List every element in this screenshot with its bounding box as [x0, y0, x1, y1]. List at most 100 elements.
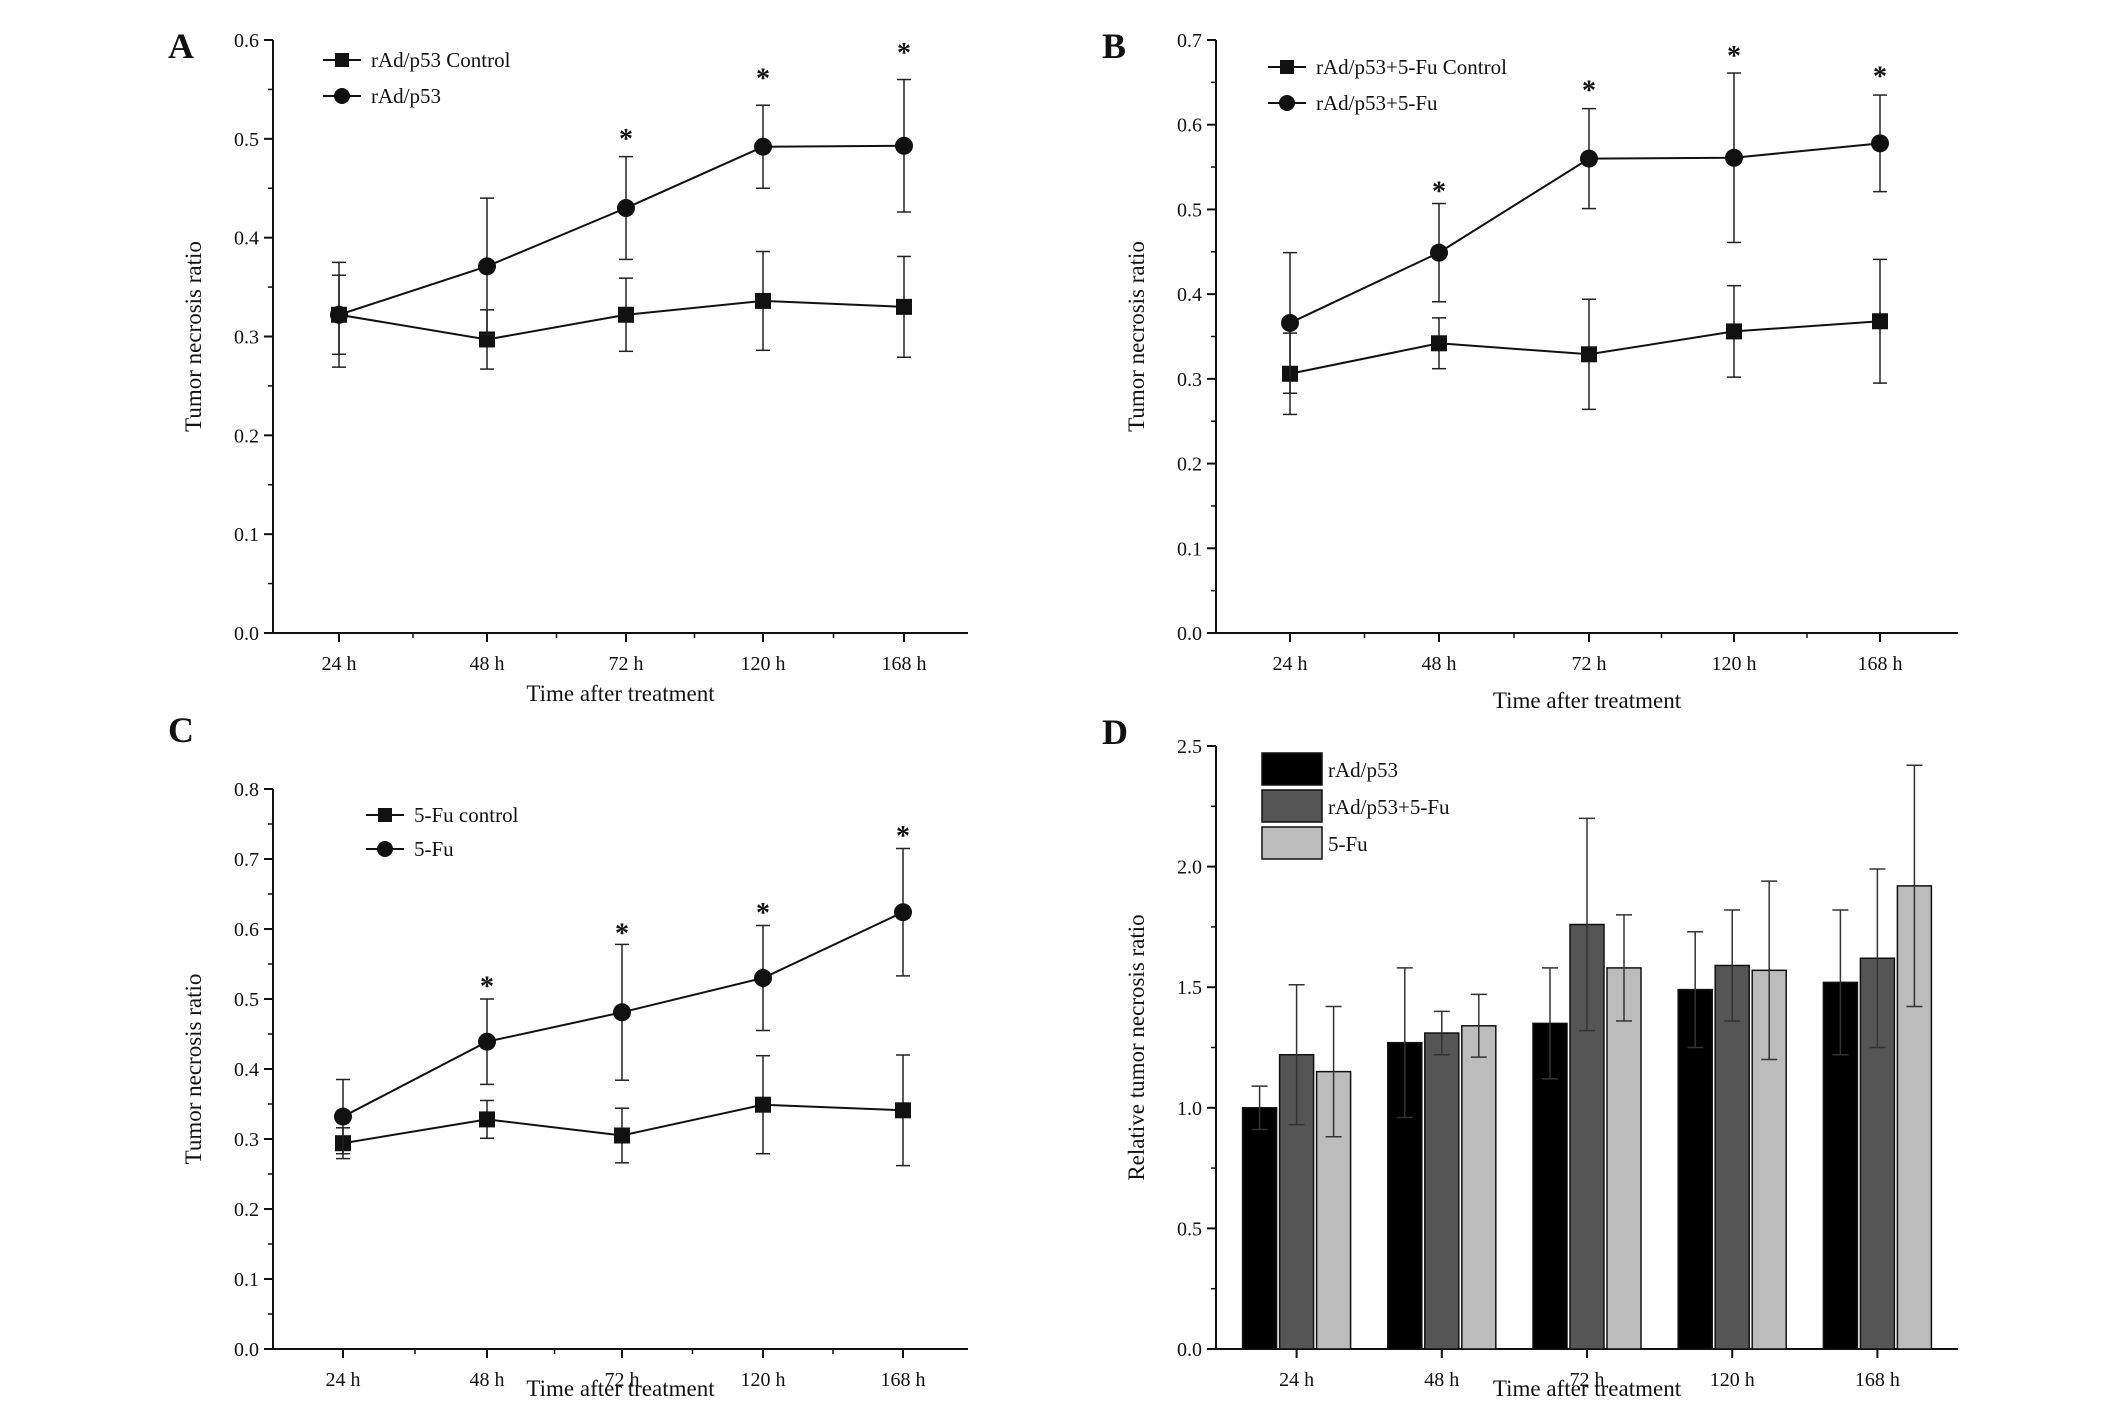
y-tick-label: 0.6	[234, 919, 259, 941]
series-1	[330, 78, 913, 368]
y-tick-label: 0.5	[234, 989, 259, 1011]
y-tick-label: 0.7	[234, 849, 259, 871]
data-point-circle	[1430, 243, 1448, 262]
legend: rAd/p53 rAd/p53+5-Fu 5-Fu	[1261, 752, 1450, 860]
x-tick-label: 120 h	[741, 653, 786, 675]
y-tick-label: 0.5	[1177, 199, 1202, 221]
data-point-circle	[754, 137, 772, 156]
legend: 5-Fu control 5-Fu	[366, 803, 519, 861]
data-point-square	[479, 1111, 495, 1128]
legend-swatch	[1261, 752, 1323, 786]
data-point-circle	[617, 199, 635, 218]
x-tick-label: 120 h	[1712, 653, 1757, 675]
series-line	[338, 144, 905, 316]
data-point-square	[895, 1102, 911, 1119]
data-point-circle	[478, 1032, 496, 1051]
data-point-square	[614, 1127, 630, 1144]
x-tick-label: 24 h	[1273, 653, 1308, 675]
panel-letter-c: C	[168, 710, 194, 750]
legend: rAd/p53+5-Fu Control rAd/p53+5-Fu	[1268, 55, 1507, 115]
y-tick-label: 0.7	[1177, 30, 1202, 52]
x-tick-label: 168 h	[881, 1369, 926, 1391]
y-tick-label: 0.6	[234, 30, 259, 52]
bar	[1241, 1107, 1278, 1350]
legend-marker-circle	[377, 841, 393, 857]
x-axis-title: Time after treatment	[1493, 688, 1682, 713]
x-tick-label: 72 h	[1570, 1369, 1605, 1391]
x-tick-label: 48 h	[470, 1369, 505, 1391]
data-point-circle	[895, 136, 913, 155]
data-point-circle	[330, 305, 348, 324]
y-axis-title: Tumor necrosis ratio	[1124, 241, 1149, 432]
y-tick-label: 1.0	[1177, 1098, 1202, 1120]
x-tick-label: 48 h	[1422, 653, 1457, 675]
data-point-circle	[334, 1107, 352, 1126]
y-tick-label: 0.2	[1177, 454, 1202, 476]
series-1	[334, 847, 912, 1155]
bar-series-2	[1315, 764, 1933, 1350]
data-point-square	[479, 331, 495, 348]
panel-c-chart: 0.0 0.1 0.2 0.3 0.4 0.5 0.6 0.7 0.8 Tumor necrosi…	[181, 779, 968, 1401]
y-tick-label: 0.2	[234, 1199, 259, 1221]
legend-swatch	[1261, 826, 1323, 860]
x-tick-label: 120 h	[1710, 1369, 1755, 1391]
panel-b-chart: 0.0 0.1 0.2 0.3 0.4 0.5 0.6 0.7 Tumor necrosis r…	[1124, 30, 1958, 713]
panel-letter-b: B	[1102, 26, 1126, 66]
significance-star: *	[1727, 41, 1741, 72]
y-tick-label: 0.5	[234, 129, 259, 151]
significance-star: *	[619, 124, 633, 155]
series-line	[1289, 142, 1881, 324]
legend-label: rAd/p53	[1328, 758, 1398, 782]
legend-label: rAd/p53	[371, 84, 441, 108]
x-tick-label: 168 h	[882, 653, 927, 675]
y-tick-label: 2.5	[1177, 736, 1202, 758]
significance-star: *	[897, 38, 911, 69]
bar-series-0	[1241, 909, 1859, 1350]
bar	[1606, 967, 1642, 1350]
data-point-square	[618, 306, 634, 323]
y-tick-label: 0.1	[234, 1269, 259, 1291]
data-point-square	[755, 292, 771, 309]
y-tick-label: 0.4	[234, 1059, 259, 1081]
series-0	[335, 1054, 911, 1167]
x-tick-label: 168 h	[1855, 1369, 1900, 1391]
y-tick-label: 2.0	[1177, 857, 1202, 879]
y-tick-label: 0.3	[234, 327, 259, 349]
x-tick-label: 24 h	[326, 1369, 361, 1391]
y-tick-label: 0.0	[1177, 623, 1202, 645]
data-point-circle	[1580, 149, 1598, 168]
x-tick-label: 48 h	[1424, 1369, 1459, 1391]
legend-marker-circle	[1279, 95, 1295, 111]
y-tick-label: 1.5	[1177, 977, 1202, 999]
significance-star: *	[480, 972, 494, 1003]
y-tick-label: 0.3	[234, 1129, 259, 1151]
y-tick-label: 0.1	[1177, 538, 1202, 560]
legend-label: 5-Fu control	[414, 803, 519, 827]
bar	[1424, 1032, 1460, 1350]
legend-marker-square	[378, 808, 392, 822]
significance-star: *	[1582, 76, 1596, 107]
y-tick-label: 0.6	[1177, 115, 1202, 137]
legend: rAd/p53 Control rAd/p53	[323, 48, 511, 108]
x-tick-label: 48 h	[470, 653, 505, 675]
y-tick-label: 0.4	[1177, 284, 1202, 306]
legend-label: 5-Fu	[1328, 832, 1368, 856]
y-tick-label: 0.8	[234, 779, 259, 801]
data-point-circle	[1871, 134, 1889, 153]
data-point-square	[896, 298, 912, 315]
legend-label: rAd/p53+5-Fu	[1328, 795, 1450, 819]
x-axis-title: Time after treatment	[526, 1376, 715, 1401]
legend-marker-square	[335, 53, 349, 67]
significance-star: *	[1432, 177, 1446, 208]
x-tick-label: 72 h	[609, 653, 644, 675]
data-point-square	[1581, 346, 1597, 363]
data-point-circle	[1281, 313, 1299, 332]
panel-letter-d: D	[1102, 712, 1128, 752]
bar	[1461, 1025, 1497, 1350]
y-tick-label: 0.4	[234, 228, 259, 250]
panel-letter-a: A	[168, 26, 194, 66]
y-tick-label: 0.1	[234, 524, 259, 546]
bar-series-1	[1278, 817, 1896, 1350]
y-tick-label: 0.0	[234, 1339, 259, 1361]
